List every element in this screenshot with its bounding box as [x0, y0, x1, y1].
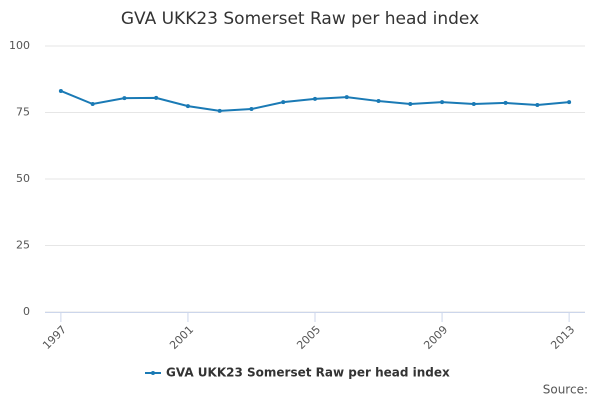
- y-tick-label: 50: [16, 172, 30, 185]
- point: [535, 103, 540, 108]
- point: [185, 104, 190, 109]
- point: [503, 100, 508, 105]
- point: [471, 101, 476, 106]
- chart-title: GVA UKK23 Somerset Raw per head index: [121, 9, 479, 29]
- x-tick-label: 2005: [294, 323, 323, 352]
- legend-swatch: [151, 371, 155, 375]
- y-tick-label: 75: [16, 106, 30, 119]
- y-tick-label: 100: [9, 39, 30, 52]
- x-tick-label: 2009: [421, 323, 450, 352]
- point: [58, 88, 63, 93]
- point: [154, 95, 159, 100]
- point: [281, 100, 286, 105]
- source: Source:: [543, 383, 588, 397]
- legend-label: GVA UKK23 Somerset Raw per head index: [166, 366, 450, 380]
- point: [313, 96, 317, 101]
- y-tick-label: 0: [23, 305, 30, 318]
- x-tick-label: 2001: [167, 323, 196, 352]
- y-tick-label: 25: [16, 239, 30, 252]
- point: [122, 96, 127, 101]
- point: [376, 99, 381, 104]
- x-tick-label: 1997: [40, 323, 69, 352]
- point: [217, 108, 222, 113]
- point: [567, 100, 572, 105]
- point: [440, 100, 445, 105]
- point: [408, 101, 413, 106]
- point: [249, 107, 254, 112]
- point: [344, 95, 349, 100]
- point: [90, 101, 95, 106]
- x-tick-label: 2013: [548, 323, 577, 352]
